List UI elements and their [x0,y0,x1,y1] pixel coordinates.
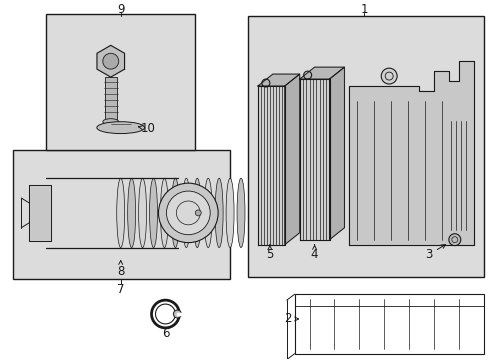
Circle shape [381,68,396,84]
Bar [13,150,230,279]
Polygon shape [257,86,284,244]
Polygon shape [299,79,329,240]
Ellipse shape [97,122,144,134]
Text: 5: 5 [265,248,273,261]
Ellipse shape [102,119,119,125]
Bar [247,15,483,277]
Circle shape [195,210,201,216]
Ellipse shape [204,178,212,248]
Text: 3: 3 [425,248,432,261]
Polygon shape [299,67,344,79]
Polygon shape [111,61,124,77]
Text: 9: 9 [117,3,124,16]
Polygon shape [284,74,299,244]
Polygon shape [349,61,473,244]
Circle shape [448,234,460,246]
Circle shape [102,53,119,69]
Polygon shape [257,74,299,86]
Bar [46,14,195,150]
Ellipse shape [193,178,201,248]
Text: 4: 4 [310,248,318,261]
Polygon shape [97,53,111,69]
Circle shape [158,183,218,243]
Circle shape [173,310,181,318]
Text: 6: 6 [162,327,169,340]
Ellipse shape [171,178,179,248]
Text: 2: 2 [284,312,291,325]
Bar [104,77,117,122]
Text: 7: 7 [117,283,124,296]
Ellipse shape [160,178,168,248]
Circle shape [166,191,210,235]
Ellipse shape [225,178,234,248]
Polygon shape [97,45,111,61]
Ellipse shape [149,178,157,248]
Text: 8: 8 [117,265,124,278]
Polygon shape [111,45,124,61]
Ellipse shape [182,178,190,248]
Text: 10: 10 [141,122,156,135]
Polygon shape [97,61,111,77]
Polygon shape [329,67,344,240]
Ellipse shape [127,178,135,248]
Bar [294,294,483,354]
Ellipse shape [138,178,146,248]
Polygon shape [111,53,124,69]
Ellipse shape [215,178,223,248]
Ellipse shape [117,178,124,248]
Text: 1: 1 [360,3,367,16]
Polygon shape [29,185,51,240]
Ellipse shape [237,178,244,248]
